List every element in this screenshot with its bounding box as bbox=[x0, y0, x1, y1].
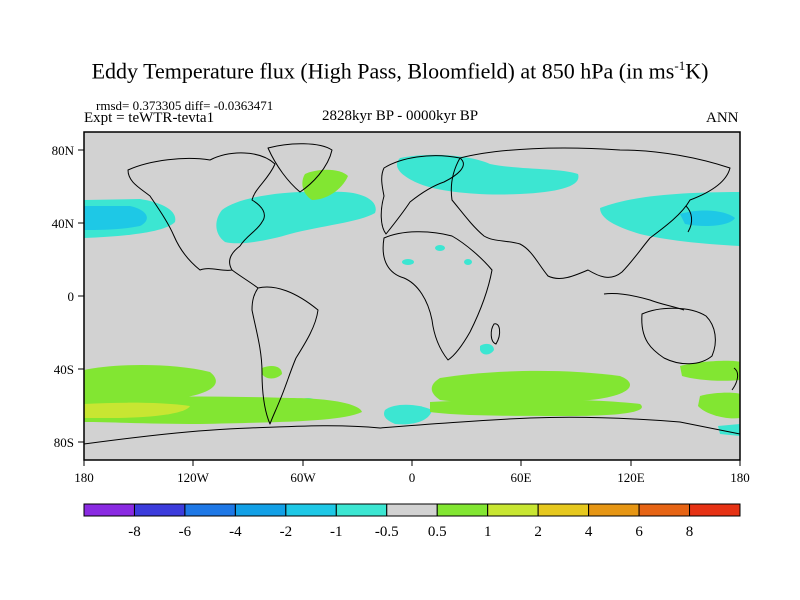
x-tick-60w: 60W bbox=[290, 470, 316, 485]
negative-region-sahara-b bbox=[435, 245, 445, 251]
coastline-north-america bbox=[127, 152, 276, 271]
negative-region-north-pacific-core bbox=[84, 206, 147, 230]
colorbar-label: 8 bbox=[686, 524, 694, 540]
coastline-japan bbox=[685, 205, 693, 233]
colorbar-label: 2 bbox=[534, 524, 542, 540]
coastline-south-america bbox=[251, 286, 319, 425]
x-tick-180-east: 180 bbox=[730, 470, 750, 485]
positive-region-south-pacific bbox=[84, 365, 216, 400]
negative-region-sahara-c bbox=[464, 259, 472, 265]
colorbar-box bbox=[537, 503, 590, 517]
y-tick-0: 0 bbox=[68, 289, 75, 304]
colorbar-box bbox=[285, 503, 337, 517]
colorbar-label: 0.5 bbox=[428, 524, 447, 540]
colorbar-label: 4 bbox=[585, 524, 593, 540]
coastline-asia bbox=[450, 147, 731, 279]
coastline-antarctica bbox=[83, 416, 741, 445]
coastline-africa bbox=[382, 231, 493, 361]
chart-title: Eddy Temperature flux (High Pass, Bloomf… bbox=[91, 58, 709, 84]
coastline-central-america bbox=[231, 269, 259, 289]
x-tick-0: 0 bbox=[409, 470, 416, 485]
colorbar-box bbox=[234, 503, 287, 517]
experiment-label: Expt = teWTR-tevta1 bbox=[84, 110, 215, 126]
colorbar-label: -6 bbox=[179, 524, 192, 540]
y-tick-80s: 80S bbox=[54, 435, 74, 450]
colorbar-box bbox=[184, 503, 236, 517]
colorbar-label: -4 bbox=[229, 524, 242, 540]
colorbar bbox=[83, 503, 741, 517]
positive-region-southeast-pacific bbox=[262, 366, 282, 379]
period-label: 2828kyr BP - 0000kyr BP bbox=[322, 108, 479, 124]
y-tick-80n: 80N bbox=[52, 143, 75, 158]
negative-region-northwest-pacific-core bbox=[680, 210, 735, 226]
colorbar-box bbox=[133, 503, 186, 517]
colorbar-box bbox=[689, 503, 741, 517]
x-tick-180-west: 180 bbox=[74, 470, 94, 485]
colorbar-label: -0.5 bbox=[375, 524, 399, 540]
y-tick-40s: 40S bbox=[54, 362, 74, 377]
x-tick-120e: 120E bbox=[617, 470, 645, 485]
coastline-indonesia bbox=[603, 293, 685, 311]
colorbar-label: 1 bbox=[484, 524, 492, 540]
negative-region-sahara-a bbox=[402, 259, 414, 265]
coastline-new-zealand bbox=[731, 367, 739, 391]
negative-region-southern-ocean bbox=[384, 404, 432, 425]
colorbar-box bbox=[588, 503, 640, 517]
positive-region-tasman bbox=[698, 392, 740, 419]
positive-region-indian-ocean-south bbox=[431, 370, 630, 403]
anomaly-fills bbox=[84, 154, 740, 436]
positive-region-greenland-sea bbox=[302, 169, 348, 200]
colorbar-labels: -8 -6 -4 -2 -1 -0.5 0.5 1 2 4 6 8 bbox=[128, 524, 693, 540]
colorbar-label: -1 bbox=[330, 524, 343, 540]
negative-region-northwest-pacific bbox=[600, 192, 740, 246]
negative-region-north-atlantic bbox=[216, 191, 376, 244]
season-label: ANN bbox=[706, 110, 739, 126]
coastline-madagascar bbox=[490, 323, 501, 345]
colorbar-box bbox=[436, 503, 489, 517]
positive-region-southern-band-east bbox=[430, 399, 642, 416]
colorbar-label: -2 bbox=[280, 524, 293, 540]
coastline-australia bbox=[641, 307, 716, 365]
x-tick-120w: 120W bbox=[177, 470, 210, 485]
colorbar-box bbox=[386, 503, 438, 517]
x-tick-60e: 60E bbox=[511, 470, 532, 485]
colorbar-label: 6 bbox=[635, 524, 643, 540]
stats-text: rmsd= 0.373305 diff= -0.0363471 bbox=[96, 98, 274, 113]
y-tick-40n: 40N bbox=[52, 216, 75, 231]
positive-region-australia-south bbox=[680, 360, 740, 381]
colorbar-box bbox=[83, 503, 135, 517]
colorbar-box bbox=[487, 503, 539, 517]
colorbar-label: -8 bbox=[128, 524, 141, 540]
colorbar-box bbox=[335, 503, 388, 517]
coastline-greenland bbox=[267, 143, 333, 193]
coastlines bbox=[83, 143, 741, 445]
colorbar-box bbox=[638, 503, 691, 517]
negative-region-eurasia bbox=[396, 154, 579, 195]
negative-region-india-ocean bbox=[480, 343, 494, 355]
positive-region-southern-band-west-core bbox=[84, 402, 190, 418]
tick-marks bbox=[78, 149, 741, 466]
